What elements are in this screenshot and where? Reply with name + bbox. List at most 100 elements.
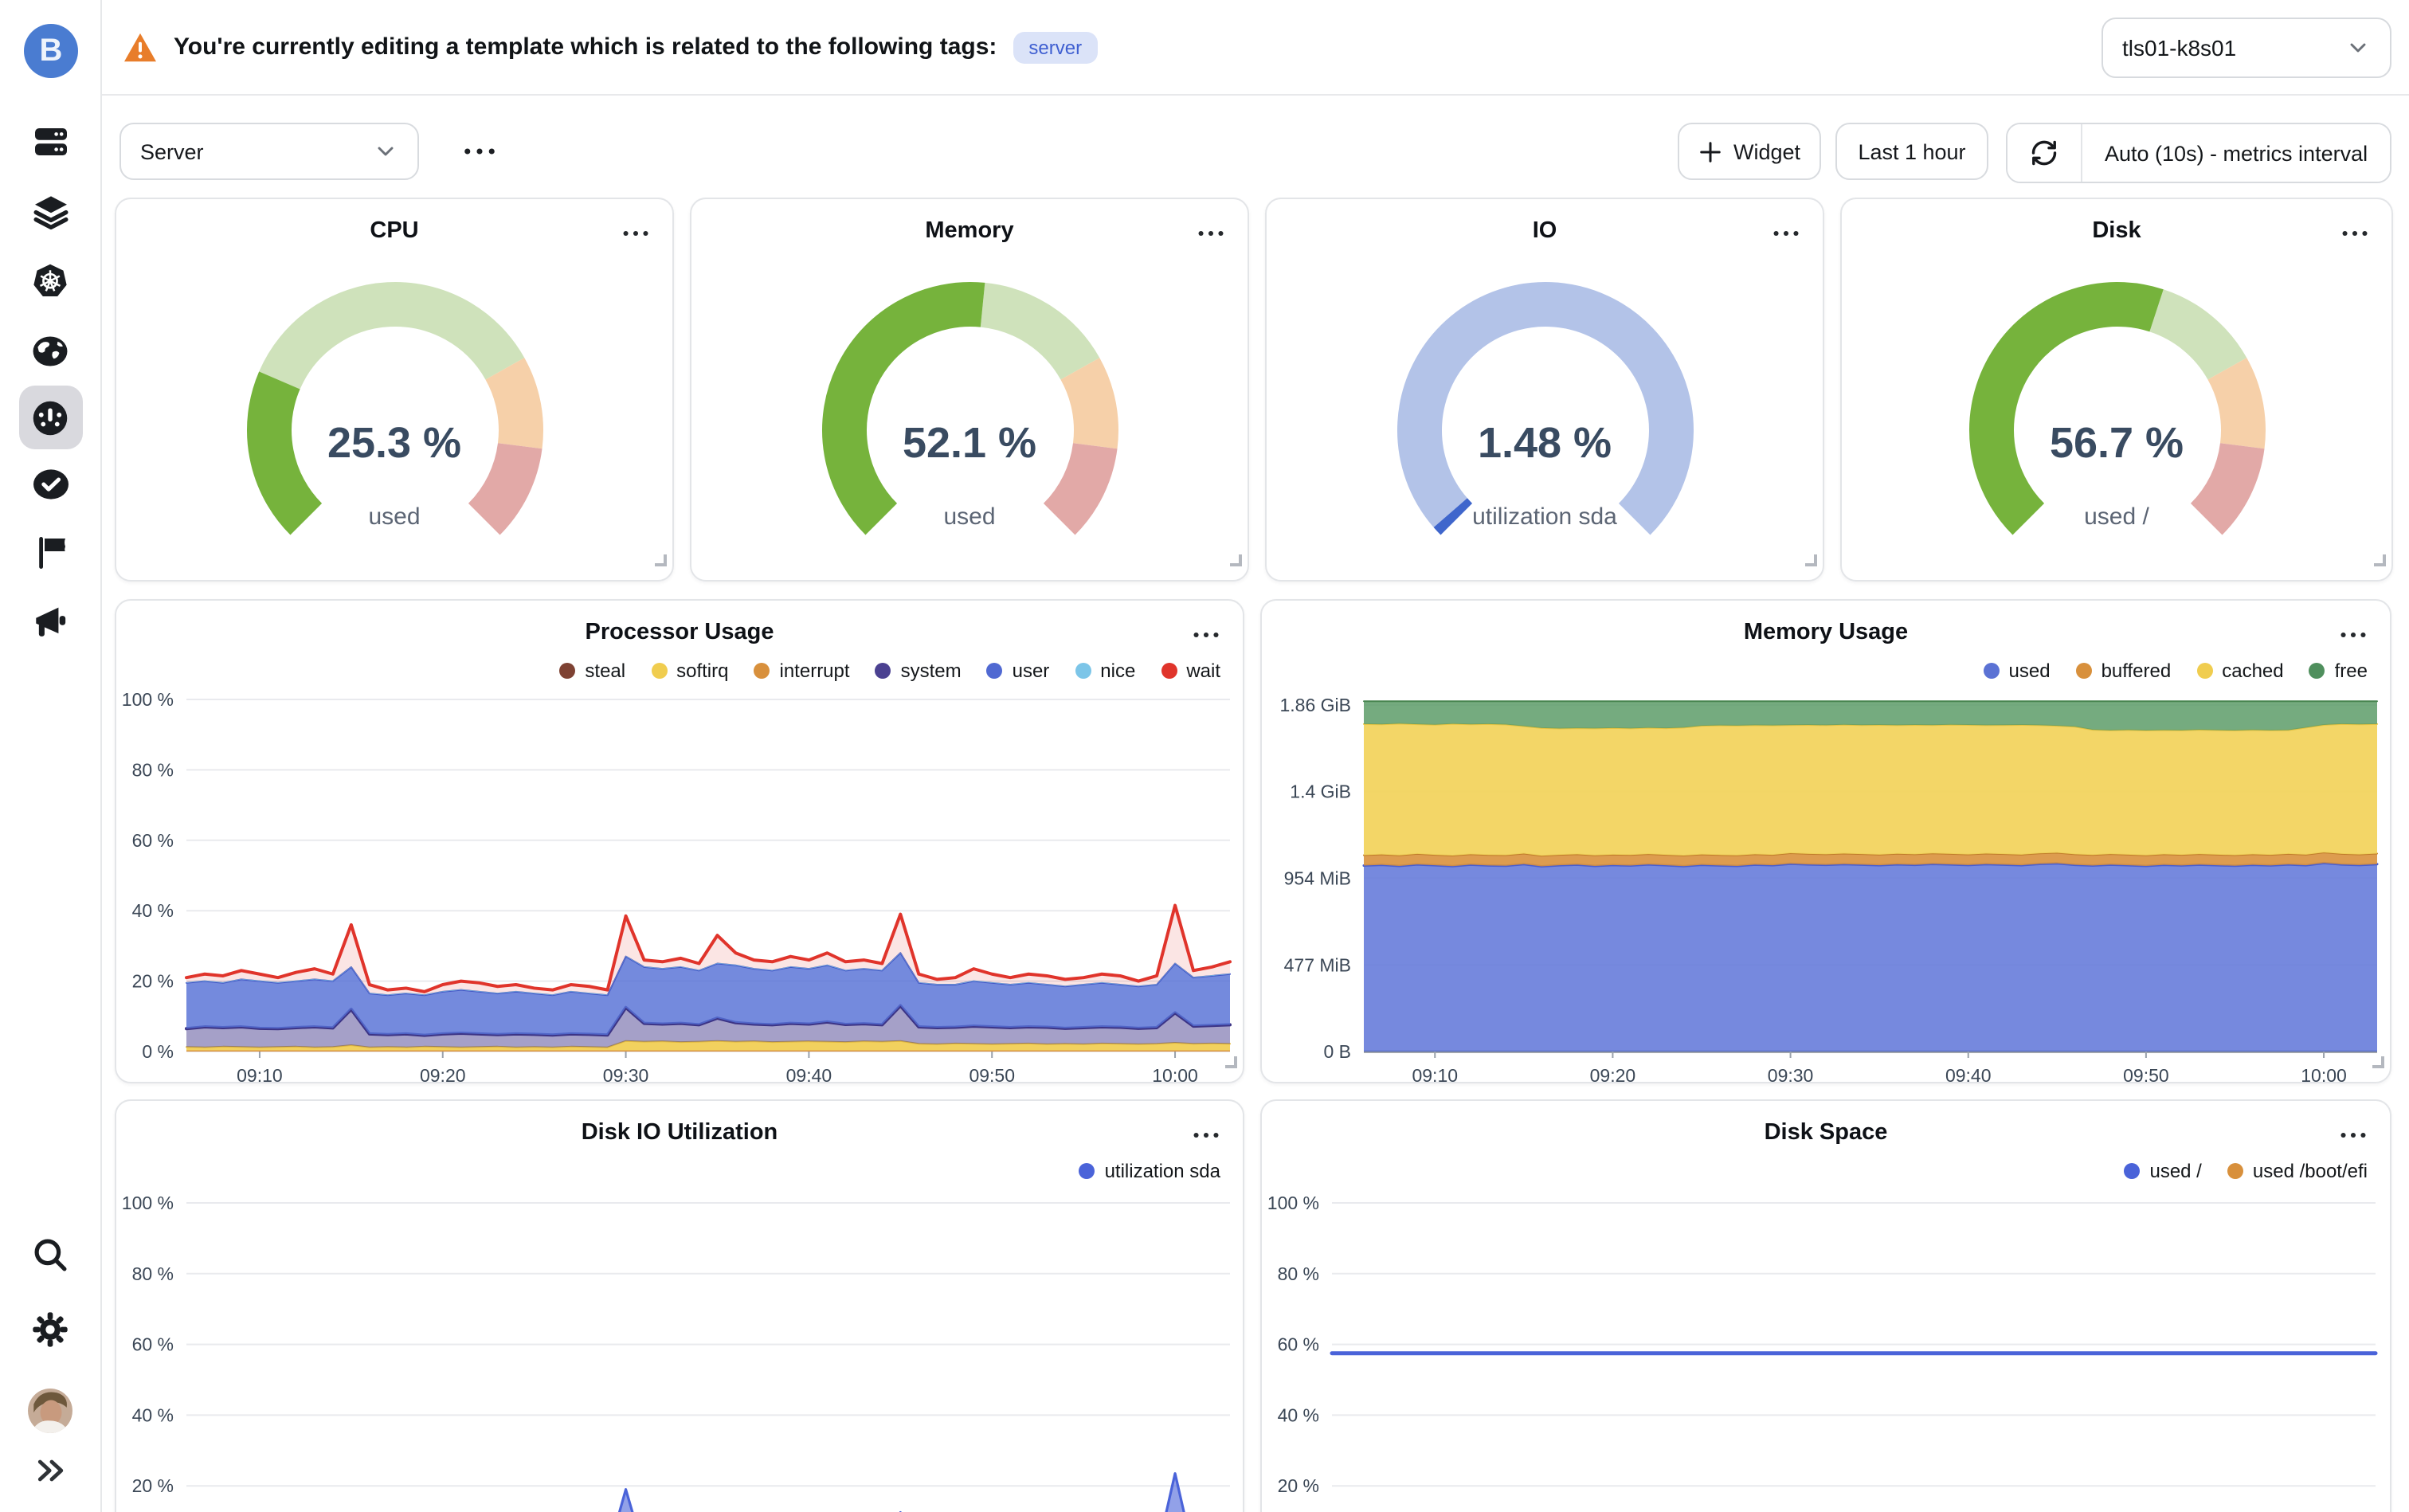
host-select[interactable]: tls01-k8s01 (2102, 18, 2391, 78)
svg-text:60 %: 60 % (1278, 1334, 1319, 1355)
ellipsis-icon (623, 230, 648, 237)
dashboard-more-button[interactable] (445, 123, 515, 180)
card-menu-button[interactable] (1190, 212, 1232, 249)
add-widget-label: Widget (1733, 139, 1801, 163)
gauge-label: used (943, 503, 996, 531)
card-menu-button[interactable] (615, 212, 656, 249)
svg-text:0 %: 0 % (142, 1041, 174, 1062)
layers-icon (33, 196, 68, 230)
card-menu-button[interactable] (1185, 613, 1227, 650)
legend-item[interactable]: used /boot/efi (2227, 1160, 2368, 1182)
sidebar-item-settings[interactable] (18, 1297, 82, 1361)
svg-text:100 %: 100 % (122, 1193, 174, 1213)
memory-gauge (821, 282, 1118, 535)
disk-gauge (1968, 282, 2265, 535)
sidebar-item-stacks[interactable] (18, 180, 82, 244)
legend-item[interactable]: buffered (2075, 660, 2171, 682)
svg-text:09:40: 09:40 (1945, 1065, 1992, 1085)
svg-text:80 %: 80 % (1278, 1263, 1319, 1284)
legend-item[interactable]: softirq (651, 660, 729, 682)
gauge-value: 1.48 % (1477, 419, 1612, 467)
legend-item[interactable]: wait (1161, 660, 1220, 682)
svg-text:60 %: 60 % (132, 830, 174, 851)
svg-text:954 MiB: 954 MiB (1284, 868, 1351, 888)
sidebar-item-search[interactable] (18, 1222, 82, 1286)
search-icon (34, 1238, 67, 1271)
processor-usage-card: Processor Usage steal softirq interrupt sys… (115, 599, 1244, 1085)
resize-handle[interactable] (1227, 546, 1243, 575)
view-select[interactable]: Server (119, 123, 419, 180)
legend-item[interactable]: steal (559, 660, 625, 682)
chart-title: Disk IO Utilization (581, 1120, 778, 1146)
legend-dot (2227, 1163, 2243, 1179)
resize-handle[interactable] (2371, 546, 2387, 575)
legend-item[interactable]: nice (1075, 660, 1135, 682)
sidebar-item-profile[interactable] (18, 1378, 82, 1442)
refresh-button[interactable] (2007, 124, 2082, 182)
legend-item[interactable]: system (875, 660, 962, 682)
legend-item[interactable]: used (1983, 660, 2051, 682)
gauge-label: used / (2084, 503, 2149, 531)
svg-text:1.86 GiB: 1.86 GiB (1280, 695, 1352, 715)
legend-item[interactable]: cached (2196, 660, 2284, 682)
card-menu-button[interactable] (2333, 1114, 2374, 1150)
card-menu-button[interactable] (1185, 1114, 1227, 1150)
ellipsis-icon (464, 148, 495, 155)
check-circle-icon (33, 469, 68, 499)
card-menu-button[interactable] (1765, 212, 1807, 249)
legend-label: utilization sda (1104, 1160, 1220, 1182)
legend-dot (651, 663, 668, 679)
plus-icon (1700, 141, 1721, 162)
card-menu-button[interactable] (2334, 212, 2376, 249)
chart-legend: used / used /boot/efi (2124, 1160, 2368, 1182)
dashboard-toolbar: Server Widget Last 1 hour (102, 96, 2409, 194)
chevrons-right-icon (37, 1459, 63, 1482)
sidebar-expand-button[interactable] (18, 1439, 82, 1502)
legend-item[interactable]: free (2309, 660, 2368, 682)
sidebar-item-servers[interactable] (18, 110, 82, 174)
legend-label: steal (585, 660, 626, 682)
legend-item[interactable]: interrupt (754, 660, 850, 682)
resize-handle[interactable] (652, 546, 668, 575)
metrics-interval-button[interactable]: Auto (10s) - metrics interval (2082, 124, 2391, 182)
svg-text:80 %: 80 % (132, 1263, 174, 1284)
add-widget-button[interactable]: Widget (1678, 123, 1821, 180)
resize-handle[interactable] (2369, 1048, 2385, 1077)
view-select-value: Server (140, 139, 204, 163)
legend-item[interactable]: user (986, 660, 1050, 682)
refresh-icon (2031, 140, 2057, 166)
legend-item[interactable]: used / (2124, 1160, 2202, 1182)
resize-handle[interactable] (1222, 1048, 1238, 1077)
sidebar-item-flags[interactable] (18, 521, 82, 585)
time-range-button[interactable]: Last 1 hour (1835, 123, 1988, 180)
card-menu-button[interactable] (2333, 613, 2374, 650)
banner-text: You're currently editing a template whic… (174, 33, 997, 61)
app-logo[interactable]: B (24, 24, 78, 78)
sidebar-item-kubernetes[interactable] (18, 249, 82, 312)
legend-dot (1079, 1163, 1095, 1179)
svg-text:40 %: 40 % (1278, 1404, 1319, 1425)
megaphone-icon (36, 606, 66, 636)
sidebar-item-web[interactable] (18, 319, 82, 382)
legend-label: free (2334, 660, 2368, 682)
legend-item[interactable]: utilization sda (1079, 1160, 1220, 1182)
disk-io-utilization-chart: 20 % 40 % 60 % 80 % 100 % (122, 1193, 1230, 1512)
processor-usage-chart: 0 % 20 % 40 % 60 % 80 % 100 % 09:10 09:20 09:30 0… (122, 690, 1232, 1085)
legend-dot (1075, 663, 1091, 679)
cpu-gauge (246, 282, 543, 535)
sidebar-item-announcements[interactable] (18, 590, 82, 653)
chart-title: Memory Usage (1743, 620, 1909, 645)
card-title: CPU (370, 218, 419, 244)
ellipsis-icon (2342, 230, 2368, 237)
sidebar-item-dashboards[interactable] (18, 386, 82, 449)
legend-label: softirq (676, 660, 729, 682)
gauge-card-disk: Disk 56.7 % used / (1840, 198, 2393, 582)
legend-dot (2309, 663, 2325, 679)
legend-label: user (1012, 660, 1050, 682)
resize-handle[interactable] (1802, 546, 1818, 575)
legend-dot (875, 663, 891, 679)
sidebar-item-checks[interactable] (18, 452, 82, 516)
gauge-card-memory: Memory 52.1 % used (690, 198, 1249, 582)
servers-icon (34, 128, 66, 155)
